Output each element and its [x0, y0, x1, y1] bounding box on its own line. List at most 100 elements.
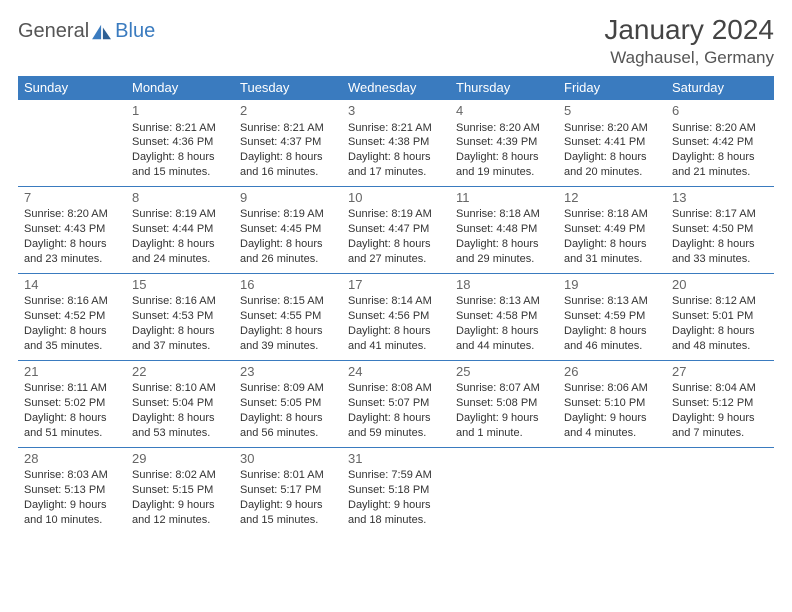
sunrise-text: Sunrise: 8:19 AM: [132, 207, 228, 222]
sunrise-text: Sunrise: 8:11 AM: [24, 381, 120, 396]
day-number: 13: [672, 189, 768, 207]
sunset-text: Sunset: 5:07 PM: [348, 396, 444, 411]
calendar-day-cell: [558, 447, 666, 533]
calendar-day-cell: 14Sunrise: 8:16 AMSunset: 4:52 PMDayligh…: [18, 273, 126, 360]
weekday-header: Saturday: [666, 76, 774, 100]
calendar-day-cell: 23Sunrise: 8:09 AMSunset: 5:05 PMDayligh…: [234, 360, 342, 447]
daylight-text: Daylight: 8 hours and 33 minutes.: [672, 237, 768, 267]
calendar-day-cell: 20Sunrise: 8:12 AMSunset: 5:01 PMDayligh…: [666, 273, 774, 360]
sunset-text: Sunset: 4:47 PM: [348, 222, 444, 237]
sunrise-text: Sunrise: 8:16 AM: [132, 294, 228, 309]
daylight-text: Daylight: 8 hours and 48 minutes.: [672, 324, 768, 354]
calendar-day-cell: 7Sunrise: 8:20 AMSunset: 4:43 PMDaylight…: [18, 186, 126, 273]
sunrise-text: Sunrise: 8:20 AM: [456, 121, 552, 136]
daylight-text: Daylight: 8 hours and 35 minutes.: [24, 324, 120, 354]
daylight-text: Daylight: 8 hours and 21 minutes.: [672, 150, 768, 180]
sunset-text: Sunset: 4:38 PM: [348, 135, 444, 150]
sunset-text: Sunset: 4:55 PM: [240, 309, 336, 324]
sunset-text: Sunset: 5:18 PM: [348, 483, 444, 498]
weekday-header: Friday: [558, 76, 666, 100]
daylight-text: Daylight: 8 hours and 27 minutes.: [348, 237, 444, 267]
day-number: 31: [348, 450, 444, 468]
calendar-day-cell: 12Sunrise: 8:18 AMSunset: 4:49 PMDayligh…: [558, 186, 666, 273]
calendar-day-cell: 26Sunrise: 8:06 AMSunset: 5:10 PMDayligh…: [558, 360, 666, 447]
location-subtitle: Waghausel, Germany: [604, 48, 774, 68]
sunset-text: Sunset: 4:44 PM: [132, 222, 228, 237]
daylight-text: Daylight: 8 hours and 31 minutes.: [564, 237, 660, 267]
day-number: 20: [672, 276, 768, 294]
sunrise-text: Sunrise: 8:20 AM: [24, 207, 120, 222]
daylight-text: Daylight: 8 hours and 19 minutes.: [456, 150, 552, 180]
sunrise-text: Sunrise: 8:03 AM: [24, 468, 120, 483]
calendar-day-cell: 4Sunrise: 8:20 AMSunset: 4:39 PMDaylight…: [450, 100, 558, 187]
daylight-text: Daylight: 9 hours and 10 minutes.: [24, 498, 120, 528]
logo-text-general: General: [18, 20, 89, 43]
sunset-text: Sunset: 5:05 PM: [240, 396, 336, 411]
day-number: 14: [24, 276, 120, 294]
sunrise-text: Sunrise: 8:18 AM: [456, 207, 552, 222]
day-number: 7: [24, 189, 120, 207]
day-number: 21: [24, 363, 120, 381]
daylight-text: Daylight: 8 hours and 15 minutes.: [132, 150, 228, 180]
calendar-week-row: 14Sunrise: 8:16 AMSunset: 4:52 PMDayligh…: [18, 273, 774, 360]
calendar-day-cell: 6Sunrise: 8:20 AMSunset: 4:42 PMDaylight…: [666, 100, 774, 187]
calendar-day-cell: 18Sunrise: 8:13 AMSunset: 4:58 PMDayligh…: [450, 273, 558, 360]
sunset-text: Sunset: 5:02 PM: [24, 396, 120, 411]
sunset-text: Sunset: 4:50 PM: [672, 222, 768, 237]
daylight-text: Daylight: 9 hours and 7 minutes.: [672, 411, 768, 441]
calendar-day-cell: 11Sunrise: 8:18 AMSunset: 4:48 PMDayligh…: [450, 186, 558, 273]
sunrise-text: Sunrise: 8:19 AM: [348, 207, 444, 222]
sunset-text: Sunset: 4:48 PM: [456, 222, 552, 237]
day-number: 6: [672, 102, 768, 120]
daylight-text: Daylight: 8 hours and 41 minutes.: [348, 324, 444, 354]
daylight-text: Daylight: 8 hours and 23 minutes.: [24, 237, 120, 267]
sunrise-text: Sunrise: 8:12 AM: [672, 294, 768, 309]
weekday-header: Thursday: [450, 76, 558, 100]
day-number: 2: [240, 102, 336, 120]
calendar-day-cell: 24Sunrise: 8:08 AMSunset: 5:07 PMDayligh…: [342, 360, 450, 447]
weekday-header-row: SundayMondayTuesdayWednesdayThursdayFrid…: [18, 76, 774, 100]
sunrise-text: Sunrise: 7:59 AM: [348, 468, 444, 483]
calendar-day-cell: 15Sunrise: 8:16 AMSunset: 4:53 PMDayligh…: [126, 273, 234, 360]
day-number: 27: [672, 363, 768, 381]
sunset-text: Sunset: 5:04 PM: [132, 396, 228, 411]
calendar-day-cell: 29Sunrise: 8:02 AMSunset: 5:15 PMDayligh…: [126, 447, 234, 533]
sunset-text: Sunset: 4:41 PM: [564, 135, 660, 150]
sunrise-text: Sunrise: 8:21 AM: [240, 121, 336, 136]
day-number: 4: [456, 102, 552, 120]
calendar-day-cell: 31Sunrise: 7:59 AMSunset: 5:18 PMDayligh…: [342, 447, 450, 533]
logo: General Blue: [18, 14, 155, 43]
day-number: 9: [240, 189, 336, 207]
sunrise-text: Sunrise: 8:17 AM: [672, 207, 768, 222]
day-number: 29: [132, 450, 228, 468]
sunrise-text: Sunrise: 8:20 AM: [564, 121, 660, 136]
page-header: General Blue January 2024 Waghausel, Ger…: [18, 14, 774, 68]
calendar-day-cell: 16Sunrise: 8:15 AMSunset: 4:55 PMDayligh…: [234, 273, 342, 360]
sunset-text: Sunset: 4:43 PM: [24, 222, 120, 237]
calendar-day-cell: 21Sunrise: 8:11 AMSunset: 5:02 PMDayligh…: [18, 360, 126, 447]
calendar-day-cell: 2Sunrise: 8:21 AMSunset: 4:37 PMDaylight…: [234, 100, 342, 187]
sunrise-text: Sunrise: 8:14 AM: [348, 294, 444, 309]
sunset-text: Sunset: 5:10 PM: [564, 396, 660, 411]
day-number: 19: [564, 276, 660, 294]
sunrise-text: Sunrise: 8:01 AM: [240, 468, 336, 483]
daylight-text: Daylight: 8 hours and 20 minutes.: [564, 150, 660, 180]
daylight-text: Daylight: 8 hours and 17 minutes.: [348, 150, 444, 180]
sunset-text: Sunset: 5:08 PM: [456, 396, 552, 411]
day-number: 25: [456, 363, 552, 381]
daylight-text: Daylight: 9 hours and 1 minute.: [456, 411, 552, 441]
sunset-text: Sunset: 4:59 PM: [564, 309, 660, 324]
calendar-day-cell: 27Sunrise: 8:04 AMSunset: 5:12 PMDayligh…: [666, 360, 774, 447]
day-number: 28: [24, 450, 120, 468]
logo-sail-icon: [91, 23, 113, 41]
sunrise-text: Sunrise: 8:04 AM: [672, 381, 768, 396]
daylight-text: Daylight: 8 hours and 16 minutes.: [240, 150, 336, 180]
sunrise-text: Sunrise: 8:07 AM: [456, 381, 552, 396]
day-number: 3: [348, 102, 444, 120]
calendar-day-cell: [666, 447, 774, 533]
sunset-text: Sunset: 5:17 PM: [240, 483, 336, 498]
day-number: 23: [240, 363, 336, 381]
day-number: 12: [564, 189, 660, 207]
weekday-header: Tuesday: [234, 76, 342, 100]
calendar-week-row: 7Sunrise: 8:20 AMSunset: 4:43 PMDaylight…: [18, 186, 774, 273]
